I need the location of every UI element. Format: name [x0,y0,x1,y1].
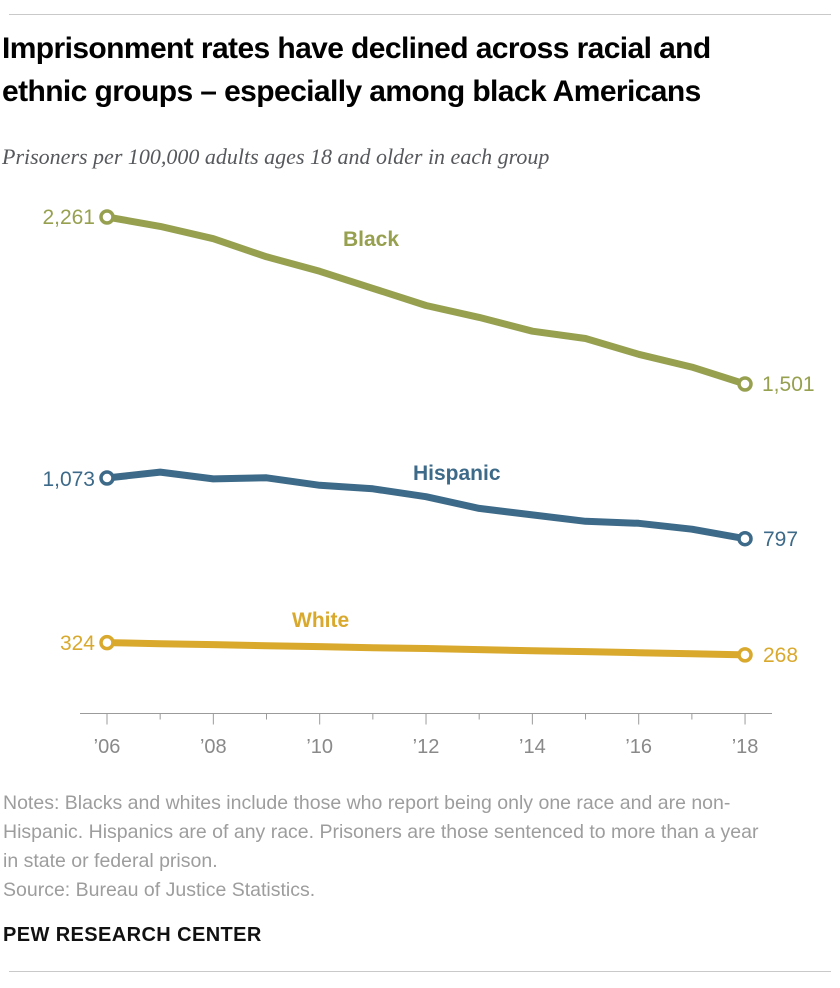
series-label-white: White [292,609,349,632]
endpoint-markers [99,209,753,663]
endpoint-marker-white [737,647,753,663]
value-label-white-end: 268 [763,644,798,667]
series-line-black [103,213,749,388]
endpoint-marker-hispanic [737,530,753,547]
value-label-white-start: 324 [60,632,95,655]
value-label-black-end: 1,501 [762,373,815,396]
notes-text: Notes: Blacks and whites include those w… [3,792,759,872]
x-axis-tick-label: ’16 [625,736,652,758]
endpoint-marker-black [99,209,115,225]
endpoint-marker-hispanic [99,470,115,486]
x-axis-tick-label: ’18 [732,736,759,758]
x-axis-tick-label: ’08 [200,736,227,758]
x-axis-tick-label: ’06 [94,736,121,758]
series-label-hispanic: Hispanic [413,462,501,485]
series-line-hispanic [103,468,749,543]
top-divider-rule [9,14,831,15]
x-axis-tick-label: ’12 [413,736,440,758]
bottom-divider-rule [9,971,831,972]
chart-series-lines [103,213,749,659]
x-axis-tick-label: ’10 [306,736,333,758]
value-label-hispanic-start: 1,073 [42,468,95,491]
value-label-hispanic-end: 797 [763,528,798,551]
footnotes-block: Notes: Blacks and whites include those w… [3,789,763,905]
title-line-1: Imprisonment rates have declined across … [2,32,711,65]
pew-research-center-wordmark: PEW RESEARCH CENTER [3,924,262,946]
line-chart: ’06 ’08 ’10 ’12 ’14 ’16 ’18 Black Hispanic Whi… [42,206,815,758]
series-line-white [103,639,749,659]
x-axis: ’06 ’08 ’10 ’12 ’14 ’16 ’18 [80,713,772,758]
chart-subtitle: Prisoners per 100,000 adults ages 18 and… [2,144,550,169]
page-title: Imprisonment rates have declined across … [2,27,838,113]
endpoint-marker-white [99,634,115,651]
value-label-black-start: 2,261 [42,206,95,229]
endpoint-marker-black [737,376,753,392]
x-axis-tick-label: ’14 [519,736,546,758]
series-label-black: Black [343,228,399,251]
source-text: Source: Bureau of Justice Statistics. [3,879,316,901]
title-line-2: ethnic groups – especially among black A… [2,75,701,108]
